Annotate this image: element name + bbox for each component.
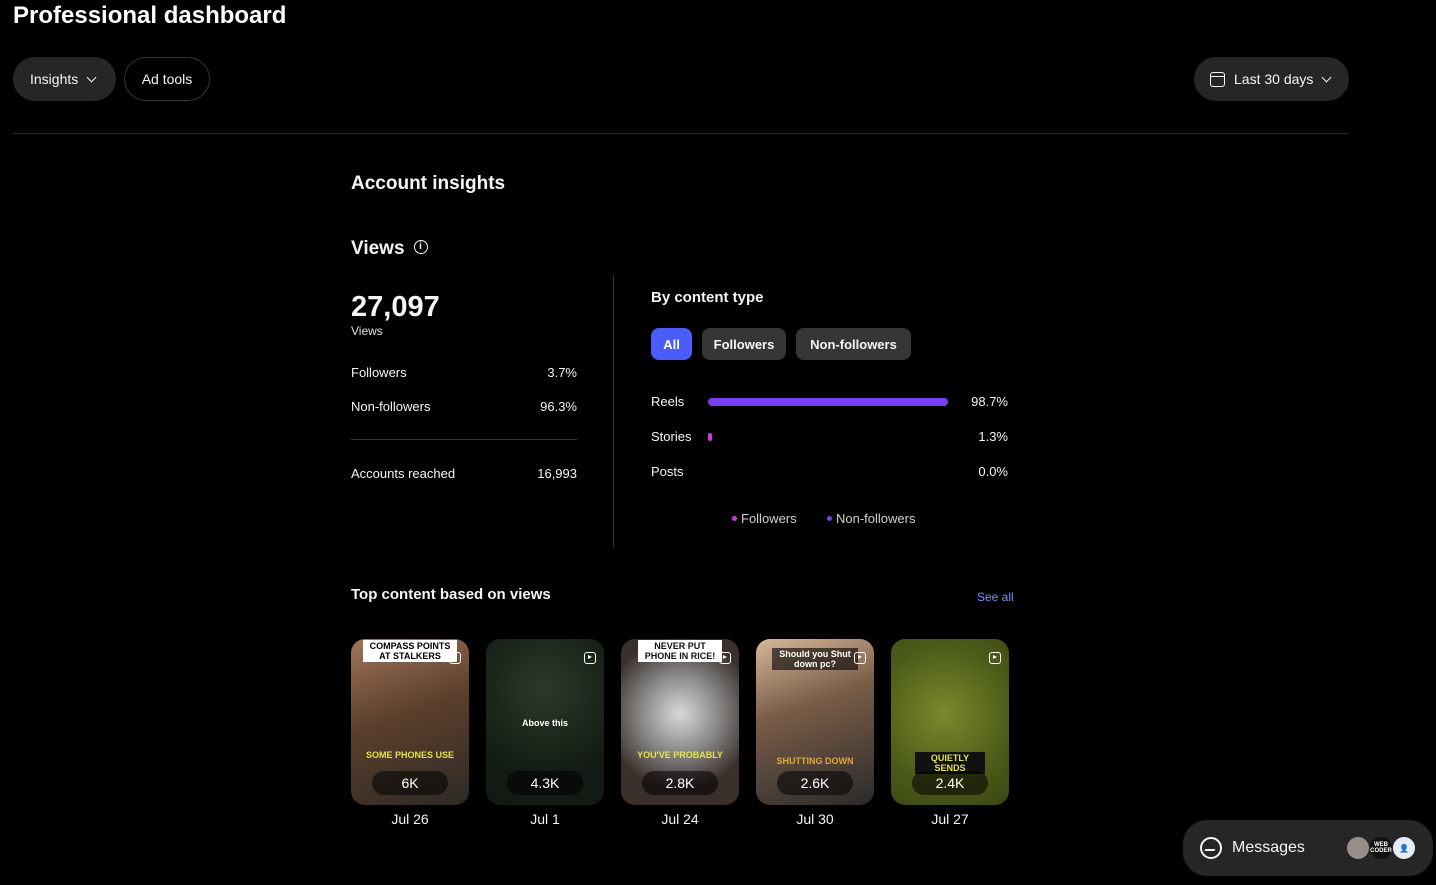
- bar-label: Stories: [651, 429, 692, 444]
- legend-followers: Followers: [732, 511, 797, 526]
- top-content-title: Top content based on views: [351, 586, 551, 603]
- views-sub-label: Views: [351, 324, 383, 338]
- page-title: Professional dashboard: [13, 2, 287, 29]
- by-content-type-title: By content type: [651, 289, 764, 306]
- card-bottom-caption: Above this: [521, 718, 568, 728]
- bar-row-stories: Stories 1.3%: [651, 429, 1008, 447]
- insights-dropdown[interactable]: Insights: [13, 57, 116, 101]
- followers-label: Followers: [351, 365, 407, 380]
- reel-icon: [719, 652, 731, 664]
- messenger-icon: [1200, 837, 1222, 859]
- reel-icon: [989, 652, 1001, 664]
- legend-non-followers: Non-followers: [827, 511, 915, 526]
- non-followers-row: Non-followers 96.3%: [351, 399, 577, 414]
- bar-percent: 0.0%: [978, 464, 1008, 479]
- accounts-reached-row[interactable]: Accounts reached 16,993: [351, 466, 577, 481]
- account-insights-title: Account insights: [351, 173, 506, 194]
- bar-fill-stories: [708, 433, 712, 441]
- legend-label: Followers: [741, 511, 797, 526]
- tab-all[interactable]: All: [651, 328, 692, 360]
- views-title: Views: [351, 238, 405, 259]
- card-bottom-caption: SHUTTING DOWN: [776, 756, 854, 766]
- bar-row-posts: Posts 0.0%: [651, 464, 1008, 482]
- avatar: WEB CODER: [1369, 836, 1393, 860]
- accounts-reached-label: Accounts reached: [351, 466, 456, 481]
- accounts-reached-value: 16,993: [537, 466, 577, 481]
- card-view-count: 6K: [372, 771, 448, 795]
- card-date: Jul 1: [530, 811, 560, 827]
- non-followers-value: 96.3%: [540, 399, 577, 414]
- bar-label: Reels: [651, 394, 685, 409]
- card-date: Jul 24: [661, 811, 699, 827]
- bar-label: Posts: [651, 464, 684, 479]
- avatar: 👤: [1392, 836, 1416, 860]
- card-bottom-caption: YOU'VE PROBABLY: [637, 750, 723, 760]
- tab-followers[interactable]: Followers: [702, 328, 786, 360]
- followers-value: 3.7%: [547, 365, 577, 380]
- avatar: [1346, 836, 1370, 860]
- messages-label: Messages: [1232, 839, 1305, 856]
- date-range-label: Last 30 days: [1234, 71, 1314, 87]
- content-card[interactable]: NEVER PUT PHONE IN RICE! YOU'VE PROBABLY…: [621, 639, 739, 805]
- card-view-count: 2.8K: [642, 771, 718, 795]
- card-top-caption: Should you Shut down pc?: [772, 648, 858, 670]
- followers-row: Followers 3.7%: [351, 365, 577, 380]
- content-card[interactable]: QUIETLY SENDS 2.4K: [891, 639, 1009, 805]
- card-date: Jul 27: [931, 811, 969, 827]
- card-bottom-caption: QUIETLY SENDS: [915, 752, 985, 774]
- ad-tools-button[interactable]: Ad tools: [124, 57, 210, 101]
- content-card[interactable]: Above this 4.3K: [486, 639, 604, 805]
- card-date: Jul 26: [391, 811, 429, 827]
- see-all-link[interactable]: See all: [977, 590, 1014, 604]
- card-bottom-caption: SOME PHONES USE: [365, 750, 455, 760]
- bar-track: [708, 433, 951, 441]
- bar-row-reels: Reels 98.7%: [651, 394, 1008, 412]
- info-icon[interactable]: i: [413, 240, 428, 254]
- tab-non-followers[interactable]: Non-followers: [796, 328, 911, 360]
- legend-dot: [732, 516, 737, 521]
- bar-fill-reels: [708, 398, 948, 406]
- bar-track: [708, 468, 951, 476]
- card-top-caption: COMPASS POINTS AT STALKERS: [363, 640, 457, 662]
- card-date: Jul 30: [796, 811, 834, 827]
- card-view-count: 4.3K: [507, 771, 583, 795]
- header-divider: [13, 133, 1349, 134]
- views-total: 27,097: [351, 291, 440, 323]
- insights-label: Insights: [30, 71, 79, 87]
- legend-label: Non-followers: [836, 511, 916, 526]
- bar-track: [708, 398, 951, 406]
- views-heading: Views i: [351, 237, 428, 261]
- content-card[interactable]: COMPASS POINTS AT STALKERS SOME PHONES U…: [351, 639, 469, 805]
- stats-divider: [351, 439, 577, 440]
- reel-icon: [449, 652, 461, 664]
- ad-tools-label: Ad tools: [141, 71, 193, 87]
- chevron-down-icon: [1321, 72, 1332, 82]
- date-range-dropdown[interactable]: Last 30 days: [1194, 57, 1349, 101]
- non-followers-label: Non-followers: [351, 399, 431, 414]
- card-top-caption: NEVER PUT PHONE IN RICE!: [638, 640, 722, 662]
- card-view-count: 2.6K: [777, 771, 853, 795]
- bar-percent: 98.7%: [971, 394, 1008, 409]
- vertical-divider: [613, 275, 614, 548]
- reel-icon: [854, 652, 866, 664]
- legend-dot: [827, 516, 832, 521]
- card-view-count: 2.4K: [912, 771, 988, 795]
- bar-percent: 1.3%: [978, 429, 1008, 444]
- calendar-icon: [1210, 71, 1225, 87]
- reel-icon: [584, 652, 596, 664]
- chevron-down-icon: [86, 72, 97, 82]
- content-card[interactable]: Should you Shut down pc? SHUTTING DOWN 2…: [756, 639, 874, 805]
